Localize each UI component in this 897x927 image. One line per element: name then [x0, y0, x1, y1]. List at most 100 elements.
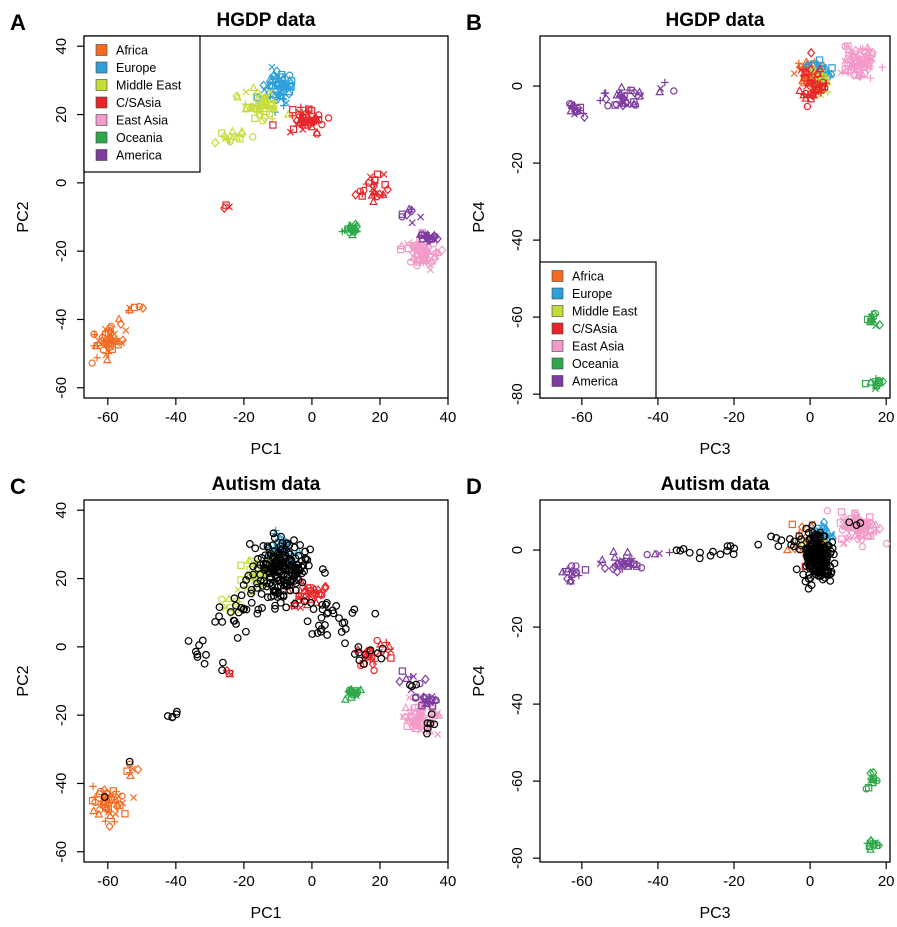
data-point: [222, 201, 230, 209]
data-point: [823, 555, 831, 564]
data-point: [301, 555, 310, 564]
data-point: [804, 78, 814, 87]
data-point: [309, 605, 318, 614]
data-point: [795, 85, 805, 95]
data-point: [89, 806, 99, 815]
data-point: [296, 541, 305, 549]
data-point: [395, 676, 404, 687]
x-axis-label: PC1: [250, 441, 281, 458]
data-point: [777, 536, 786, 545]
data-point: [258, 604, 266, 612]
data-point: [242, 88, 250, 96]
data-point: [257, 590, 266, 598]
data-point: [795, 59, 803, 67]
data-point: [100, 337, 110, 346]
data-point: [220, 131, 229, 142]
data-point: [387, 654, 395, 662]
data-point: [411, 704, 419, 712]
y-axis-label: PC2: [15, 665, 32, 696]
data-point: [817, 546, 826, 555]
plot-frame: [539, 35, 891, 399]
data-point: [842, 42, 850, 50]
data-point: [863, 315, 872, 324]
data-point: [218, 666, 226, 675]
plot-frame: [83, 35, 449, 399]
data-point: [410, 718, 420, 727]
data-point: [110, 817, 119, 826]
y-tick-label: 20: [53, 106, 70, 123]
data-point: [407, 710, 415, 719]
data-point: [130, 303, 139, 312]
data-point: [808, 90, 817, 101]
data-point: [100, 793, 109, 801]
x-tick-label: -20: [233, 873, 255, 890]
data-point: [344, 225, 353, 233]
data-point: [370, 666, 378, 675]
data-point: [299, 125, 307, 133]
panel-letter: C: [10, 474, 26, 499]
data-point: [869, 775, 878, 783]
data-point: [269, 121, 277, 129]
plot-frame: [539, 499, 891, 863]
legend-label: C/SAsia: [572, 322, 617, 336]
data-point: [254, 605, 263, 614]
data-point: [837, 508, 846, 516]
data-point: [421, 700, 429, 708]
data-point: [428, 702, 437, 710]
data-point: [318, 565, 327, 574]
data-point: [635, 87, 644, 96]
data-point: [801, 577, 810, 586]
data-point: [282, 557, 290, 566]
data-point: [241, 627, 250, 636]
data-point: [380, 170, 388, 178]
data-point: [792, 565, 801, 574]
data-point: [304, 113, 312, 122]
data-point: [261, 93, 270, 101]
data-point: [431, 253, 440, 264]
data-point: [229, 616, 238, 625]
data-point: [303, 617, 312, 626]
data-point: [265, 74, 275, 83]
y-axis-label: PC4: [471, 201, 488, 232]
data-point: [285, 75, 294, 84]
data-point: [815, 56, 824, 64]
panel-title: HGDP data: [217, 10, 316, 31]
data-point: [121, 810, 129, 818]
data-point: [803, 102, 812, 111]
data-point: [863, 530, 873, 539]
data-point: [398, 667, 407, 675]
data-point: [427, 710, 436, 719]
x-axis-label: PC1: [250, 905, 281, 922]
data-point: [283, 109, 293, 118]
plot-frame: [83, 499, 449, 863]
data-point: [373, 192, 381, 201]
data-point: [800, 90, 808, 99]
data-point: [269, 103, 278, 114]
data-point: [872, 777, 880, 785]
data-point: [823, 552, 832, 560]
data-point: [286, 586, 295, 595]
data-point: [241, 100, 250, 108]
data-point: [612, 100, 621, 108]
data-point: [799, 72, 808, 81]
data-point: [696, 548, 704, 557]
y-tick-label: -60: [53, 841, 70, 863]
data-point: [856, 519, 865, 527]
data-point: [112, 801, 122, 812]
data-point: [261, 564, 270, 573]
data-point: [240, 605, 248, 613]
data-point: [253, 88, 263, 99]
data-point: [813, 548, 822, 556]
data-point: [268, 63, 276, 71]
data-point: [264, 544, 273, 552]
data-point: [419, 245, 429, 254]
data-point: [856, 528, 864, 536]
data-point: [823, 507, 832, 515]
data-point: [417, 706, 427, 717]
data-point: [232, 91, 241, 102]
data-point: [857, 534, 867, 545]
data-point: [218, 658, 227, 667]
data-point: [311, 113, 320, 124]
data-point: [118, 792, 126, 800]
data-point: [405, 693, 413, 701]
